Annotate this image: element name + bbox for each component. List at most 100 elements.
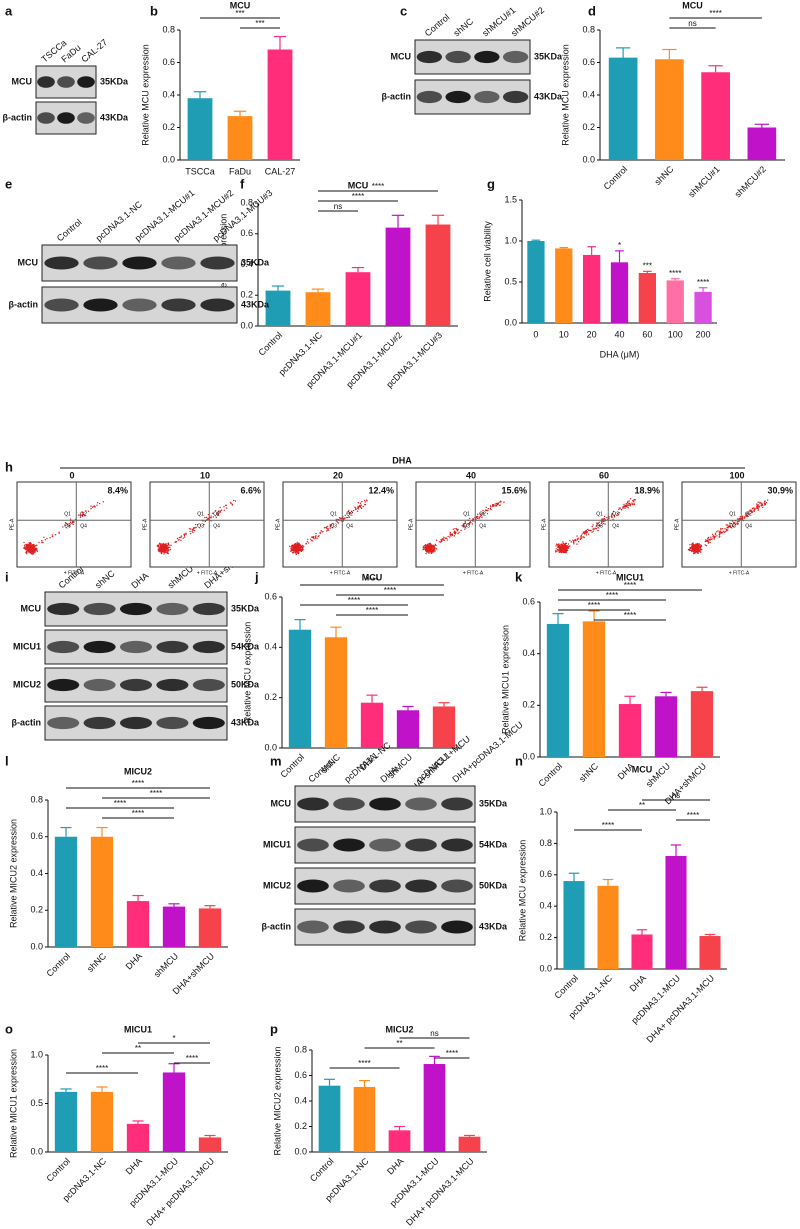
event-dot [93,505,95,508]
event-dot [329,525,332,528]
event-dot [565,542,567,545]
event-dot [606,516,608,519]
significance-label: * [172,1034,175,1043]
event-dot [168,549,170,551]
event-dot [28,542,30,544]
event-dot [581,533,583,535]
event-dot [430,548,433,551]
event-dot [626,504,628,506]
event-dot [435,548,438,550]
event-dot [69,518,72,520]
event-dot [503,501,505,503]
significance-label: **** [624,611,636,620]
quadrant-label: Q4 [745,524,752,530]
bar [690,691,714,757]
blot-band [83,602,116,616]
event-dot [746,513,749,515]
event-dot [625,504,627,506]
event-dot [464,528,466,530]
event-dot [193,526,195,529]
event-dot [618,508,620,511]
significance-label: ** [135,1044,141,1053]
y-tick-label: 1.0 [539,806,552,816]
event-dot [622,507,624,509]
x-tick-label: shMCU#2 [733,164,768,199]
x-tick-label: shNC [652,164,675,187]
event-dot [576,538,579,541]
event-dot [764,503,767,506]
x-tick-label: DHA [124,1156,145,1177]
blot-band [333,838,365,852]
event-dot [440,540,443,542]
size-label: 35KDa [479,798,508,808]
significance-label: **** [709,9,721,18]
event-dot [492,504,495,507]
event-dot [326,527,328,530]
protein-label: MCU [391,51,412,61]
protein-label: MICU2 [263,880,291,890]
event-dot [77,514,80,516]
event-dot [28,549,31,552]
event-dot [490,508,492,511]
bar [654,696,678,757]
bar [694,291,712,323]
panel-letter: a [5,3,13,18]
event-dot [587,533,590,535]
event-dot [49,536,51,539]
event-dot [296,544,298,547]
x-tick-label: 100 [668,329,683,339]
blot-band [77,112,95,124]
event-dot [231,504,234,506]
event-dot [559,546,561,548]
event-dot [595,525,598,527]
y-tick-label: 0.0 [522,751,535,761]
event-dot [477,513,479,515]
y-axis-label: Relative MCU expression [242,622,252,724]
event-dot [618,512,621,514]
event-dot [455,531,457,534]
event-dot [295,553,298,556]
event-dot [613,516,616,518]
event-dot [313,537,315,540]
blot-band [47,716,80,730]
event-dot [351,510,353,513]
event-dot [161,550,163,552]
event-dot [434,548,436,550]
x-tick-label: DHA+ pcDNA3.1-MCU [404,1156,476,1228]
event-dot [347,510,350,513]
event-dot [633,499,635,501]
size-label: 43KDa [534,91,563,101]
event-dot [102,501,104,503]
significance-label: ns [334,202,342,211]
blot-band [445,90,471,104]
event-dot [167,551,169,553]
event-dot [434,543,437,546]
blot-band [119,640,153,654]
event-dot [440,538,442,541]
event-dot [600,522,603,525]
dose-label: 20 [333,470,343,480]
protein-label: β-actin [12,717,42,727]
event-dot [364,501,366,503]
event-dot [691,546,694,548]
event-dot [557,544,559,546]
event-dot [294,548,296,551]
event-dot [704,540,706,543]
event-dot [434,550,436,552]
event-dot [176,537,179,540]
event-dot [561,550,563,552]
y-axis-label: Relative MCU expression [517,840,527,942]
x-axis-label: + FITC-A [463,570,484,576]
event-dot [31,553,33,555]
significance-label: **** [366,606,378,615]
significance-label: **** [366,576,378,585]
y-tick-label: 0.6 [522,596,535,606]
event-dot [435,544,437,547]
event-dot [480,512,482,515]
event-dot [722,531,724,533]
y-tick-label: 0.4 [582,89,595,99]
event-dot [562,547,564,549]
event-dot [725,524,728,526]
event-dot [307,542,310,544]
event-dot [562,542,565,545]
